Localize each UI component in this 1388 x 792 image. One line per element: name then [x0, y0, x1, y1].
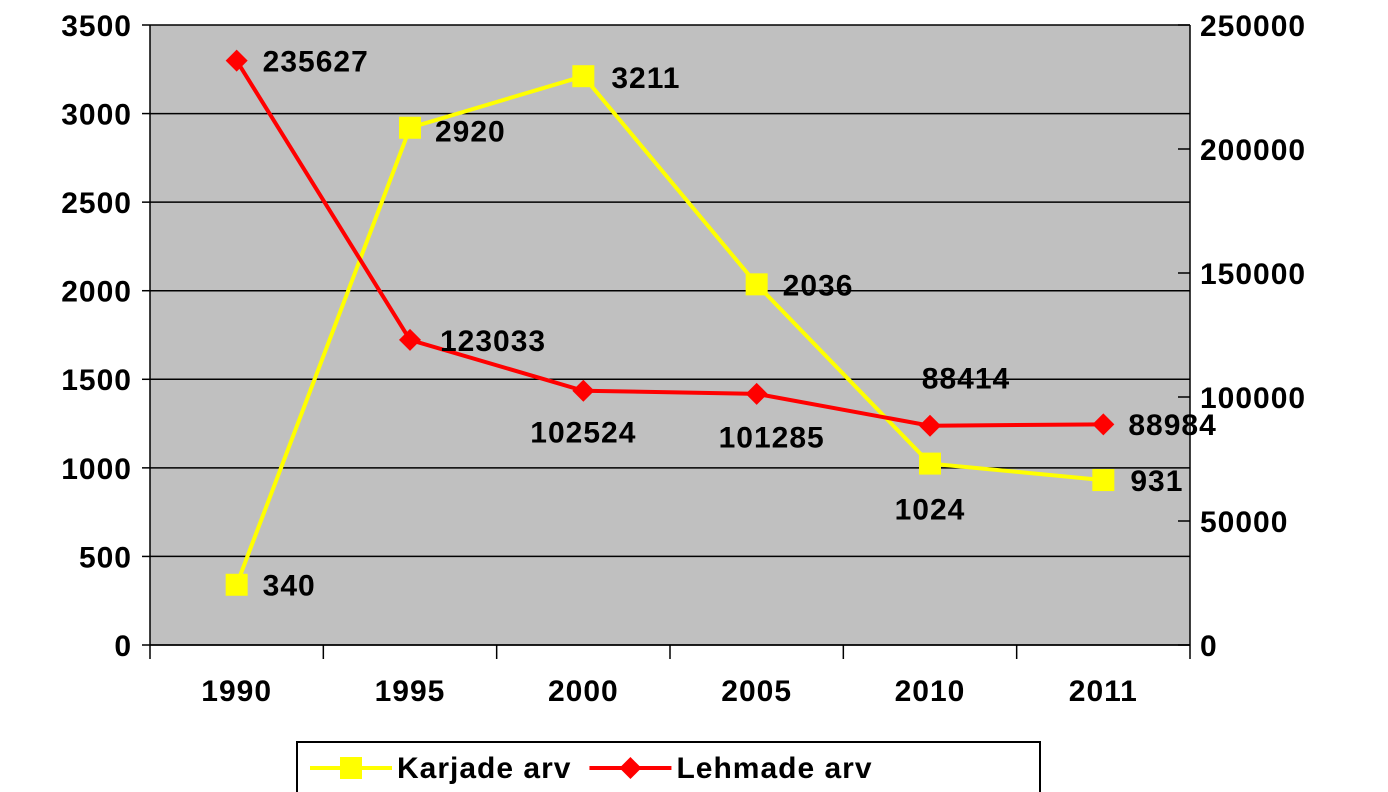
- marker: [919, 452, 941, 475]
- marker: [619, 757, 642, 779]
- data-label: 2920: [435, 116, 506, 149]
- marker: [225, 49, 248, 72]
- data-label: 235627: [263, 46, 369, 79]
- y-tick-label: 1500: [61, 364, 132, 397]
- y2-tick-label: 0: [1200, 630, 1218, 663]
- x-tick-label: 1990: [201, 675, 272, 708]
- marker: [399, 116, 421, 139]
- y2-tick-label: 150000: [1200, 258, 1306, 291]
- marker: [225, 573, 248, 596]
- data-label: 2036: [783, 269, 854, 302]
- legend: Karjade arv Lehmade arv: [296, 741, 1041, 792]
- x-tick-label: 2011: [1069, 675, 1138, 708]
- y-tick-label: 2500: [61, 187, 132, 220]
- y-tick-label: 0: [114, 630, 132, 663]
- data-label: 101285: [719, 422, 825, 455]
- data-label: 3211: [611, 62, 680, 95]
- marker: [572, 65, 595, 88]
- marker: [572, 379, 595, 402]
- data-label: 88414: [922, 363, 1010, 396]
- x-tick-label: 2000: [548, 675, 619, 708]
- x-tick-label: 1995: [375, 675, 446, 708]
- y-tick-label: 500: [79, 541, 132, 574]
- data-label: 340: [263, 570, 316, 603]
- data-label: 88984: [1128, 409, 1216, 442]
- y2-tick-label: 250000: [1200, 10, 1306, 43]
- legend-label: Lehmade arv: [676, 752, 872, 785]
- series-line: [234, 59, 1104, 428]
- x-tick-label: 2010: [895, 675, 966, 708]
- data-label: 123033: [440, 325, 546, 358]
- y-tick-label: 3500: [61, 10, 132, 43]
- y-tick-label: 1000: [61, 453, 132, 486]
- series-line: [234, 73, 1104, 586]
- y2-tick-label: 100000: [1200, 382, 1306, 415]
- marker: [1092, 469, 1115, 492]
- marker: [745, 273, 768, 296]
- data-label: 931: [1130, 465, 1183, 498]
- legend-label: Karjade arv: [397, 752, 571, 785]
- x-tick-label: 2005: [721, 675, 792, 708]
- marker: [1092, 413, 1115, 436]
- marker: [340, 757, 362, 779]
- marker: [745, 382, 768, 405]
- y-tick-label: 3000: [61, 98, 132, 131]
- y-tick-label: 2000: [61, 276, 132, 309]
- y2-tick-label: 200000: [1200, 134, 1306, 167]
- marker: [399, 328, 421, 351]
- marker: [919, 414, 941, 437]
- data-label: 1024: [895, 494, 966, 527]
- plot-area: [150, 25, 1190, 645]
- y2-tick-label: 50000: [1200, 506, 1288, 539]
- data-label: 102524: [530, 417, 636, 450]
